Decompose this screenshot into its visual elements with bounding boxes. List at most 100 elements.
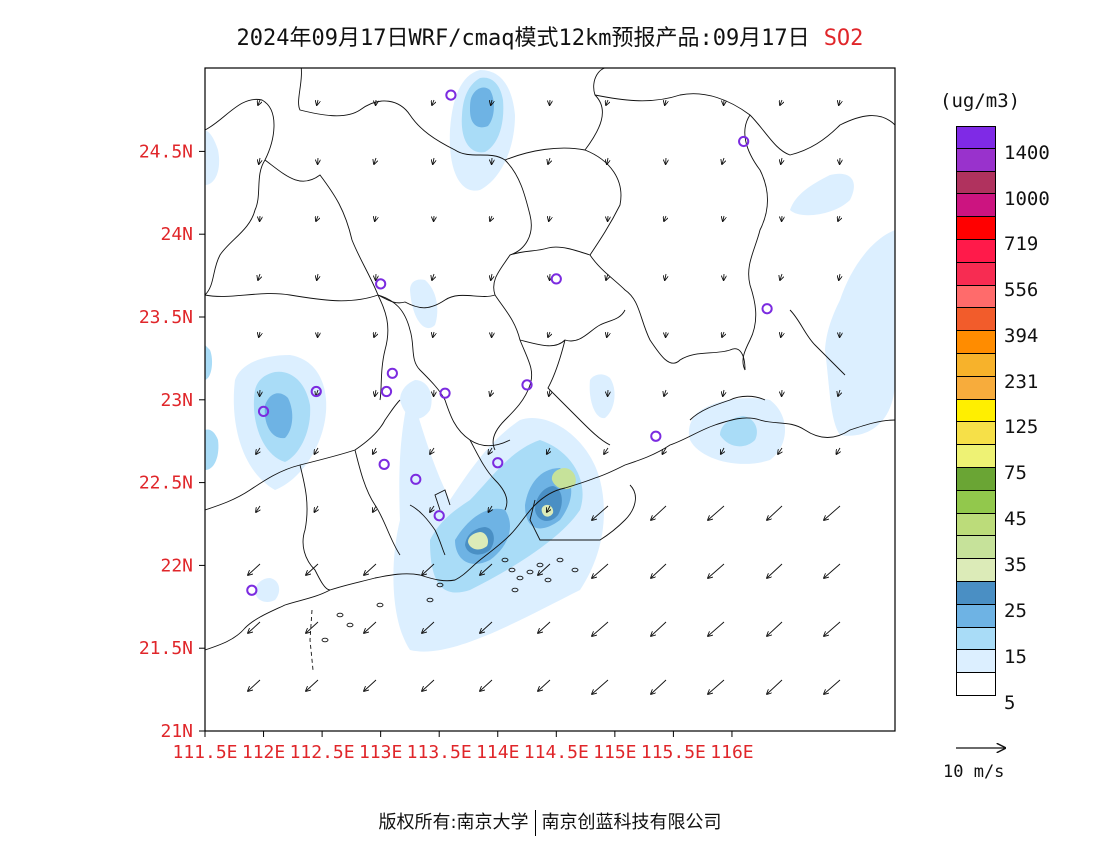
wind-arrow [547,505,550,512]
wind-arrow [604,447,608,454]
island [336,612,344,618]
wind-arrow [778,447,782,454]
wind-arrow [317,99,318,105]
colorbar-segment [956,285,996,309]
colorbar-segment [956,581,996,605]
colorbar-segment [956,673,996,696]
station-marker [738,135,750,148]
colorbar-label: 35 [1004,554,1027,576]
island [376,602,384,608]
map-canvas: 111.5E 112E 112.5E 113E 113.5E 114E 114.5E 115E… [139,67,896,763]
island [321,637,329,643]
colorbar-label: 231 [1004,371,1039,393]
concentration-contour [410,279,438,329]
concentration-contour [468,532,489,550]
y-tick-label: 24N [160,224,193,245]
island [544,577,552,583]
wind-arrow [606,273,608,280]
colorbar-label: 719 [1004,233,1039,255]
x-tick-label: 115.5E [641,742,706,763]
colorbar [956,126,996,696]
island [501,557,509,563]
wind-arrow [430,447,434,454]
wind-arrow [488,505,492,512]
footer-company: 南京创蓝科技有限公司 [541,812,722,833]
wind-arrow [838,216,840,221]
wind-arrow [651,505,667,520]
colorbar-segment [956,194,996,218]
wind-arrow [723,389,724,396]
wind-arrow [364,679,377,691]
wind-arrow [665,273,666,280]
x-tick-label: 114E [476,742,519,763]
border-line [492,294,533,451]
colorbar-segment [956,627,996,651]
island [536,562,544,568]
wind-arrow [824,679,841,694]
wind-arrow [317,273,318,280]
station-marker [257,405,270,417]
x-tick-label: 113.5E [407,742,472,763]
border-line [469,439,508,511]
wind-arrow [722,332,724,337]
concentration-contour [720,416,757,447]
colorbar-segment [956,490,996,514]
concentration-contour [470,87,494,128]
island [426,597,434,603]
station-marker [550,273,562,285]
wind-arrow [373,447,376,454]
wind-arrow [480,621,493,633]
border-line [299,464,331,591]
colorbar-segment [956,445,996,468]
colorbar-label: 125 [1004,416,1039,438]
wind-arrow [592,621,609,636]
concentration-contour [589,374,615,419]
border-line [354,449,401,556]
station-marker [410,473,422,485]
island [526,569,534,575]
colorbar-segment [956,308,996,332]
station-marker [380,385,393,398]
pollutant-label: SO2 [823,26,864,51]
island [556,557,564,563]
colorbar-segment [956,604,996,628]
wind-arrow [314,505,318,512]
wind-arrow [422,679,435,691]
border-line [205,293,379,302]
wind-arrow [259,331,260,337]
wind-arrow [592,505,609,520]
wind-arrow [256,447,260,454]
colorbar-label: 556 [1004,279,1039,301]
wind-arrow [664,389,666,396]
colorbar-segment [956,399,996,423]
colorbar-segment [956,467,996,491]
colorbar-label: 1000 [1004,188,1050,210]
wind-reference-label: 10 m/s [943,762,1005,782]
colorbar-segment [956,536,996,560]
wind-arrow [767,563,783,578]
station-marker [378,458,390,470]
wind-arrow [780,100,782,105]
y-tick-label: 23.5N [139,307,193,328]
border-line [742,114,768,371]
wind-arrow [664,216,666,221]
wind-arrow [538,621,551,633]
wind-arrow [547,447,550,454]
wind-arrow [839,273,840,280]
border-line [589,254,746,371]
concentration-contour [255,578,280,602]
station-marker [492,457,504,469]
border-line [584,68,610,151]
wind-arrow [364,621,377,633]
island [436,582,444,588]
wind-arrow [491,273,492,280]
station-marker [246,584,258,596]
wind-arrow [430,505,434,512]
colorbar-segment [956,126,996,149]
footer: 版权所有:南京大学 南京创蓝科技有限公司 [0,808,1100,836]
wind-arrow [549,215,550,221]
wind-arrow [651,621,667,636]
colorbar-label: 25 [1004,600,1027,622]
y-tick-label: 22N [160,555,193,576]
x-tick-label: 112.5E [290,742,355,763]
